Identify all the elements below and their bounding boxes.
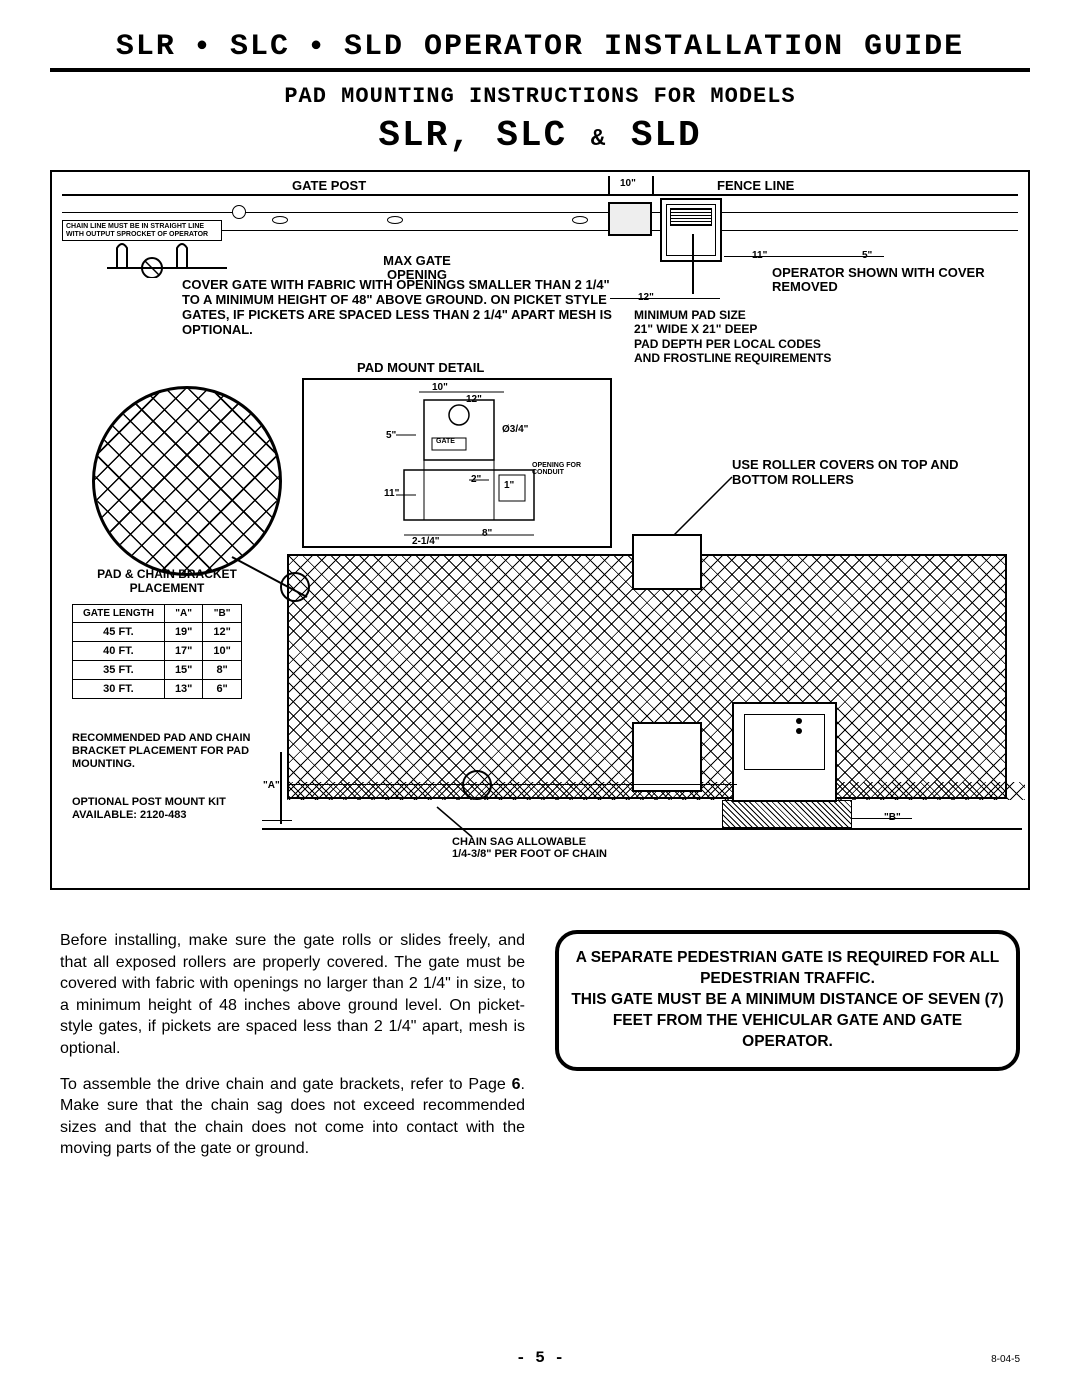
dim-A-line — [280, 752, 282, 824]
dim-A: "A" — [263, 780, 280, 791]
body-columns: Before installing, make sure the gate ro… — [60, 930, 1020, 1174]
dim-2: 2" — [471, 474, 481, 485]
page-title: SLR ● SLC ● SLD OPERATOR INSTALLATION GU… — [50, 30, 1030, 64]
chain-link-icon — [272, 216, 288, 224]
gate-mini-label: GATE — [436, 438, 455, 445]
chain-sag-leader — [432, 802, 482, 842]
recommended-text: RECOMMENDED PAD AND CHAIN BRACKET PLACEM… — [72, 732, 272, 772]
installation-diagram: GATE POST FENCE LINE 10" CHAIN LINE MUST… — [50, 170, 1030, 890]
paragraph-1: Before installing, make sure the gate ro… — [60, 930, 525, 1060]
title-part-c: SLD OPERATOR INSTALLATION GUIDE — [344, 30, 964, 64]
table-row: 40 FT.17"10" — [73, 642, 242, 661]
bullet-icon: ● — [196, 35, 210, 58]
doc-revision: 8-04-5 — [991, 1354, 1020, 1365]
dim-214: 2-1/4" — [412, 536, 440, 547]
dim-1: 1" — [504, 480, 514, 491]
subtitle: PAD MOUNTING INSTRUCTIONS FOR MODELS — [50, 84, 1030, 109]
bottom-roller — [632, 722, 702, 792]
concrete-pad — [722, 800, 852, 828]
fence-line-top — [62, 194, 1018, 196]
mount-feet-icon — [107, 238, 227, 278]
fence-line-label: FENCE LINE — [717, 178, 794, 193]
placement-heading: PAD & CHAIN BRACKET PLACEMENT — [72, 568, 262, 596]
pad-mount-detail-label: PAD MOUNT DETAIL — [357, 360, 484, 375]
post-kit-text: OPTIONAL POST MOUNT KIT AVAILABLE: 2120-… — [72, 796, 272, 822]
models-b: SLD — [631, 115, 702, 156]
dim-34: Ø3/4" — [502, 424, 528, 435]
th-a: "A" — [164, 605, 202, 623]
operator-cover-label: OPERATOR SHOWN WITH COVER REMOVED — [772, 266, 1022, 295]
bracket-circle-icon — [280, 572, 310, 602]
pedestrian-warning-box: A SEPARATE PEDESTRIAN GATE IS REQUIRED F… — [555, 930, 1020, 1071]
dim-12b: 12" — [466, 394, 482, 405]
roller-covers-label: USE ROLLER COVERS ON TOP AND BOTTOM ROLL… — [732, 458, 982, 488]
dim-A-arrow — [262, 820, 292, 821]
dim-8: 8" — [482, 528, 492, 539]
operator-box — [660, 198, 722, 262]
gate-post-label: GATE POST — [292, 178, 366, 193]
dim-line — [610, 298, 720, 299]
dim-10b: 10" — [432, 382, 448, 393]
dim-11b: 11" — [384, 488, 399, 499]
dim-10-top: 10" — [620, 178, 636, 189]
left-column: Before installing, make sure the gate ro… — [60, 930, 525, 1174]
lower-chain-line — [287, 784, 737, 785]
dim-5b: 5" — [386, 430, 396, 441]
dim-line — [724, 256, 884, 257]
leader-line — [692, 234, 694, 294]
title-part-b: SLC — [230, 30, 290, 64]
bullet-icon: ● — [310, 35, 324, 58]
placement-table: GATE LENGTH "A" "B" 45 FT.19"12" 40 FT.1… — [72, 604, 242, 699]
chain-line-top — [62, 212, 1018, 213]
bracket-circle-icon — [462, 770, 492, 800]
pad-mount-detail-box: 10" 12" Ø3/4" GATE OPENING FOR CONDUIT 5… — [302, 378, 612, 548]
ampersand: & — [591, 126, 607, 153]
right-column: A SEPARATE PEDESTRIAN GATE IS REQUIRED F… — [555, 930, 1020, 1174]
models-a: SLR, SLC — [378, 115, 567, 156]
table-row: 45 FT.19"12" — [73, 623, 242, 642]
dim-tick — [608, 176, 610, 194]
min-pad-text: MINIMUM PAD SIZE 21" WIDE X 21" DEEP PAD… — [634, 308, 914, 366]
table-row: 30 FT.13"6" — [73, 680, 242, 699]
ground-line — [262, 828, 1022, 830]
models-heading: SLR, SLC & SLD — [50, 115, 1030, 156]
chain-link-icon — [387, 216, 403, 224]
title-rule — [50, 68, 1030, 72]
cover-gate-text: COVER GATE WITH FABRIC WITH OPENINGS SMA… — [182, 278, 622, 338]
th-gate-length: GATE LENGTH — [73, 605, 165, 623]
warning-text: A SEPARATE PEDESTRIAN GATE IS REQUIRED F… — [571, 949, 1003, 1050]
dim-B-line — [852, 818, 912, 819]
bracket-box — [608, 202, 652, 236]
dim-tick — [652, 176, 654, 194]
table-row: 35 FT.15"8" — [73, 661, 242, 680]
top-roller — [632, 534, 702, 590]
th-b: "B" — [203, 605, 241, 623]
paragraph-2: To assemble the drive chain and gate bra… — [60, 1074, 525, 1160]
chain-link-icon — [572, 216, 588, 224]
chain-sag-label: CHAIN SAG ALLOWABLE 1/4-3/8" PER FOOT OF… — [452, 836, 702, 860]
title-part-a: SLR — [116, 30, 176, 64]
operator-lower — [732, 702, 837, 802]
page-number: - 5 - — [0, 1349, 1080, 1367]
mesh-magnifier — [92, 386, 282, 576]
conduit-label: OPENING FOR CONDUIT — [532, 462, 582, 476]
gate-post-icon — [232, 205, 246, 219]
